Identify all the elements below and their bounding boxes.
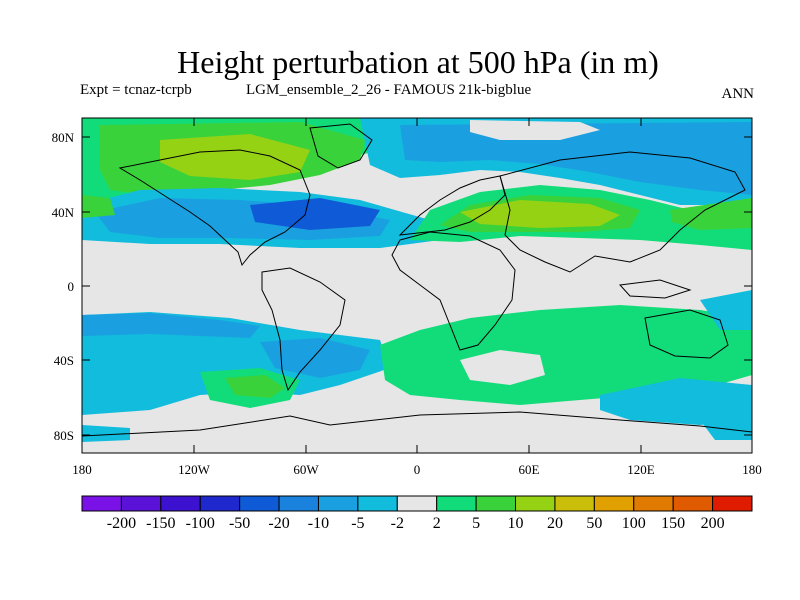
colorbar-swatch <box>317 495 359 512</box>
negative-cell-south <box>260 338 370 378</box>
season-label: ANN <box>721 86 755 102</box>
colorbar-swatch <box>475 495 517 512</box>
map-title: Height perturbation at 500 hPa (in m) <box>177 44 659 80</box>
colorbar-label: -150 <box>146 515 175 532</box>
colorbar-label: 50 <box>586 515 602 532</box>
colorbar-label: -10 <box>308 515 329 532</box>
colorbar-label: 5 <box>472 515 480 532</box>
lon-label-180w: 180 <box>72 462 92 477</box>
experiment-name: LGM_ensemble_2_26 - FAMOUS 21k-bigblue <box>246 82 532 98</box>
lat-label-40s: 40S <box>54 353 74 368</box>
colorbar-swatch <box>633 495 674 512</box>
positive-ridge-strong <box>460 200 620 228</box>
positive-region-southern-ocean-mid <box>225 375 285 398</box>
lat-label-40n: 40N <box>52 205 75 220</box>
colorbar: -200 -150 -100 -50 -20 -10 -5 -2 2 5 10 20 50 100 150 2… <box>81 495 753 532</box>
colorbar-swatch <box>160 495 201 512</box>
colorbar-label: -2 <box>391 515 404 532</box>
colorbar-label: 200 <box>701 515 725 532</box>
colorbar-label: 100 <box>622 515 646 532</box>
coastline-north-america <box>118 149 311 267</box>
colorbar-label: 10 <box>508 515 524 532</box>
colorbar-swatch <box>239 495 280 512</box>
colorbar-swatch <box>278 495 319 512</box>
lon-label-120e: 120E <box>627 462 655 477</box>
coastline-antarctica <box>82 411 752 437</box>
coastline-asia <box>499 151 746 273</box>
strong-positive-canada <box>160 134 310 180</box>
colorbar-swatch <box>712 495 753 512</box>
coastline-africa <box>391 231 516 351</box>
negative-cell-east-pacific <box>700 290 752 330</box>
axis-ticks <box>81 118 753 453</box>
colorbar-swatch <box>81 495 122 512</box>
colorbar-label: -5 <box>351 515 364 532</box>
colorbar-label: -200 <box>107 515 136 532</box>
lon-label-180e: 180 <box>742 462 762 477</box>
colorbar-swatch <box>396 495 438 512</box>
positive-region-north-pole <box>470 120 600 140</box>
colorbar-label: 20 <box>547 515 563 532</box>
negative-trough-strong <box>250 198 380 230</box>
colorbar-swatch <box>593 495 635 512</box>
colorbar-label: 150 <box>661 515 685 532</box>
negative-belt-south-pacific-mid <box>82 313 260 338</box>
neutral-hole-south-atlantic <box>460 350 545 385</box>
coastline-australia <box>644 309 729 359</box>
contour-field <box>82 118 752 453</box>
positive-ridge-pacific-west <box>82 195 115 218</box>
colorbar-swatch <box>436 495 477 512</box>
coastline-greenland <box>309 123 373 169</box>
colorbar-swatch <box>515 495 556 512</box>
colorbar-label: -20 <box>268 515 289 532</box>
lon-label-60w: 60W <box>293 462 319 477</box>
lon-label-120w: 120W <box>178 462 211 477</box>
coastline-south-america <box>261 267 346 392</box>
experiment-id: Expt = tcnaz-tcrpb <box>80 82 192 98</box>
colorbar-swatch <box>554 495 595 512</box>
colorbar-swatch <box>120 495 162 512</box>
coastline-indonesia <box>618 279 692 299</box>
colorbar-swatch <box>672 495 714 512</box>
lon-label-0: 0 <box>414 462 421 477</box>
lat-label-80s: 80S <box>54 428 74 443</box>
lat-label-0: 0 <box>68 279 75 294</box>
colorbar-label: -50 <box>229 515 250 532</box>
antarctic-negative <box>82 425 130 442</box>
colorbar-swatch <box>199 495 241 512</box>
lon-label-60e: 60E <box>519 462 540 477</box>
colorbar-swatch <box>357 495 398 512</box>
colorbar-label: -100 <box>186 515 215 532</box>
negative-cell-south-indian <box>600 378 752 425</box>
colorbar-label: 2 <box>433 515 441 532</box>
lat-label-80n: 80N <box>52 130 75 145</box>
negative-belt-south-pacific <box>82 312 390 415</box>
coastlines <box>82 123 752 437</box>
